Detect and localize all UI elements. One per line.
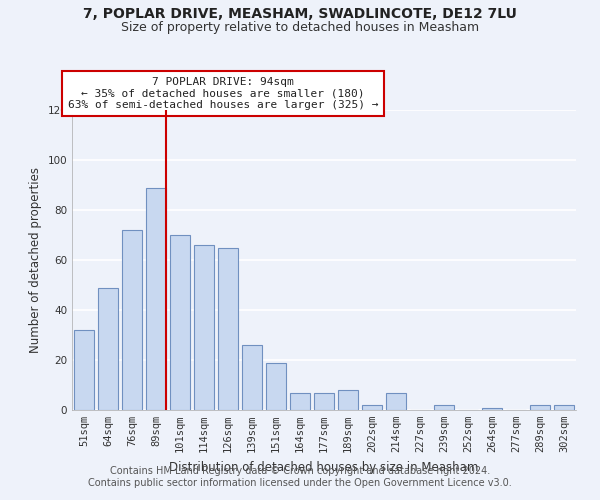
Text: Contains HM Land Registry data © Crown copyright and database right 2024.: Contains HM Land Registry data © Crown c… — [110, 466, 490, 476]
Bar — [242, 345, 262, 410]
Text: 7 POPLAR DRIVE: 94sqm
← 35% of detached houses are smaller (180)
63% of semi-det: 7 POPLAR DRIVE: 94sqm ← 35% of detached … — [68, 77, 379, 110]
X-axis label: Distribution of detached houses by size in Measham: Distribution of detached houses by size … — [169, 460, 479, 473]
Bar — [290, 392, 310, 410]
Bar — [554, 405, 574, 410]
Bar — [482, 408, 502, 410]
Text: Contains public sector information licensed under the Open Government Licence v3: Contains public sector information licen… — [88, 478, 512, 488]
Bar — [266, 362, 286, 410]
Bar — [362, 405, 382, 410]
Text: 7, POPLAR DRIVE, MEASHAM, SWADLINCOTE, DE12 7LU: 7, POPLAR DRIVE, MEASHAM, SWADLINCOTE, D… — [83, 8, 517, 22]
Bar — [122, 230, 142, 410]
Bar — [170, 235, 190, 410]
Bar — [194, 245, 214, 410]
Bar — [74, 330, 94, 410]
Bar — [218, 248, 238, 410]
Bar — [530, 405, 550, 410]
Bar — [386, 392, 406, 410]
Y-axis label: Number of detached properties: Number of detached properties — [29, 167, 42, 353]
Bar — [98, 288, 118, 410]
Bar — [434, 405, 454, 410]
Text: Size of property relative to detached houses in Measham: Size of property relative to detached ho… — [121, 21, 479, 34]
Bar — [146, 188, 166, 410]
Bar — [314, 392, 334, 410]
Bar — [338, 390, 358, 410]
